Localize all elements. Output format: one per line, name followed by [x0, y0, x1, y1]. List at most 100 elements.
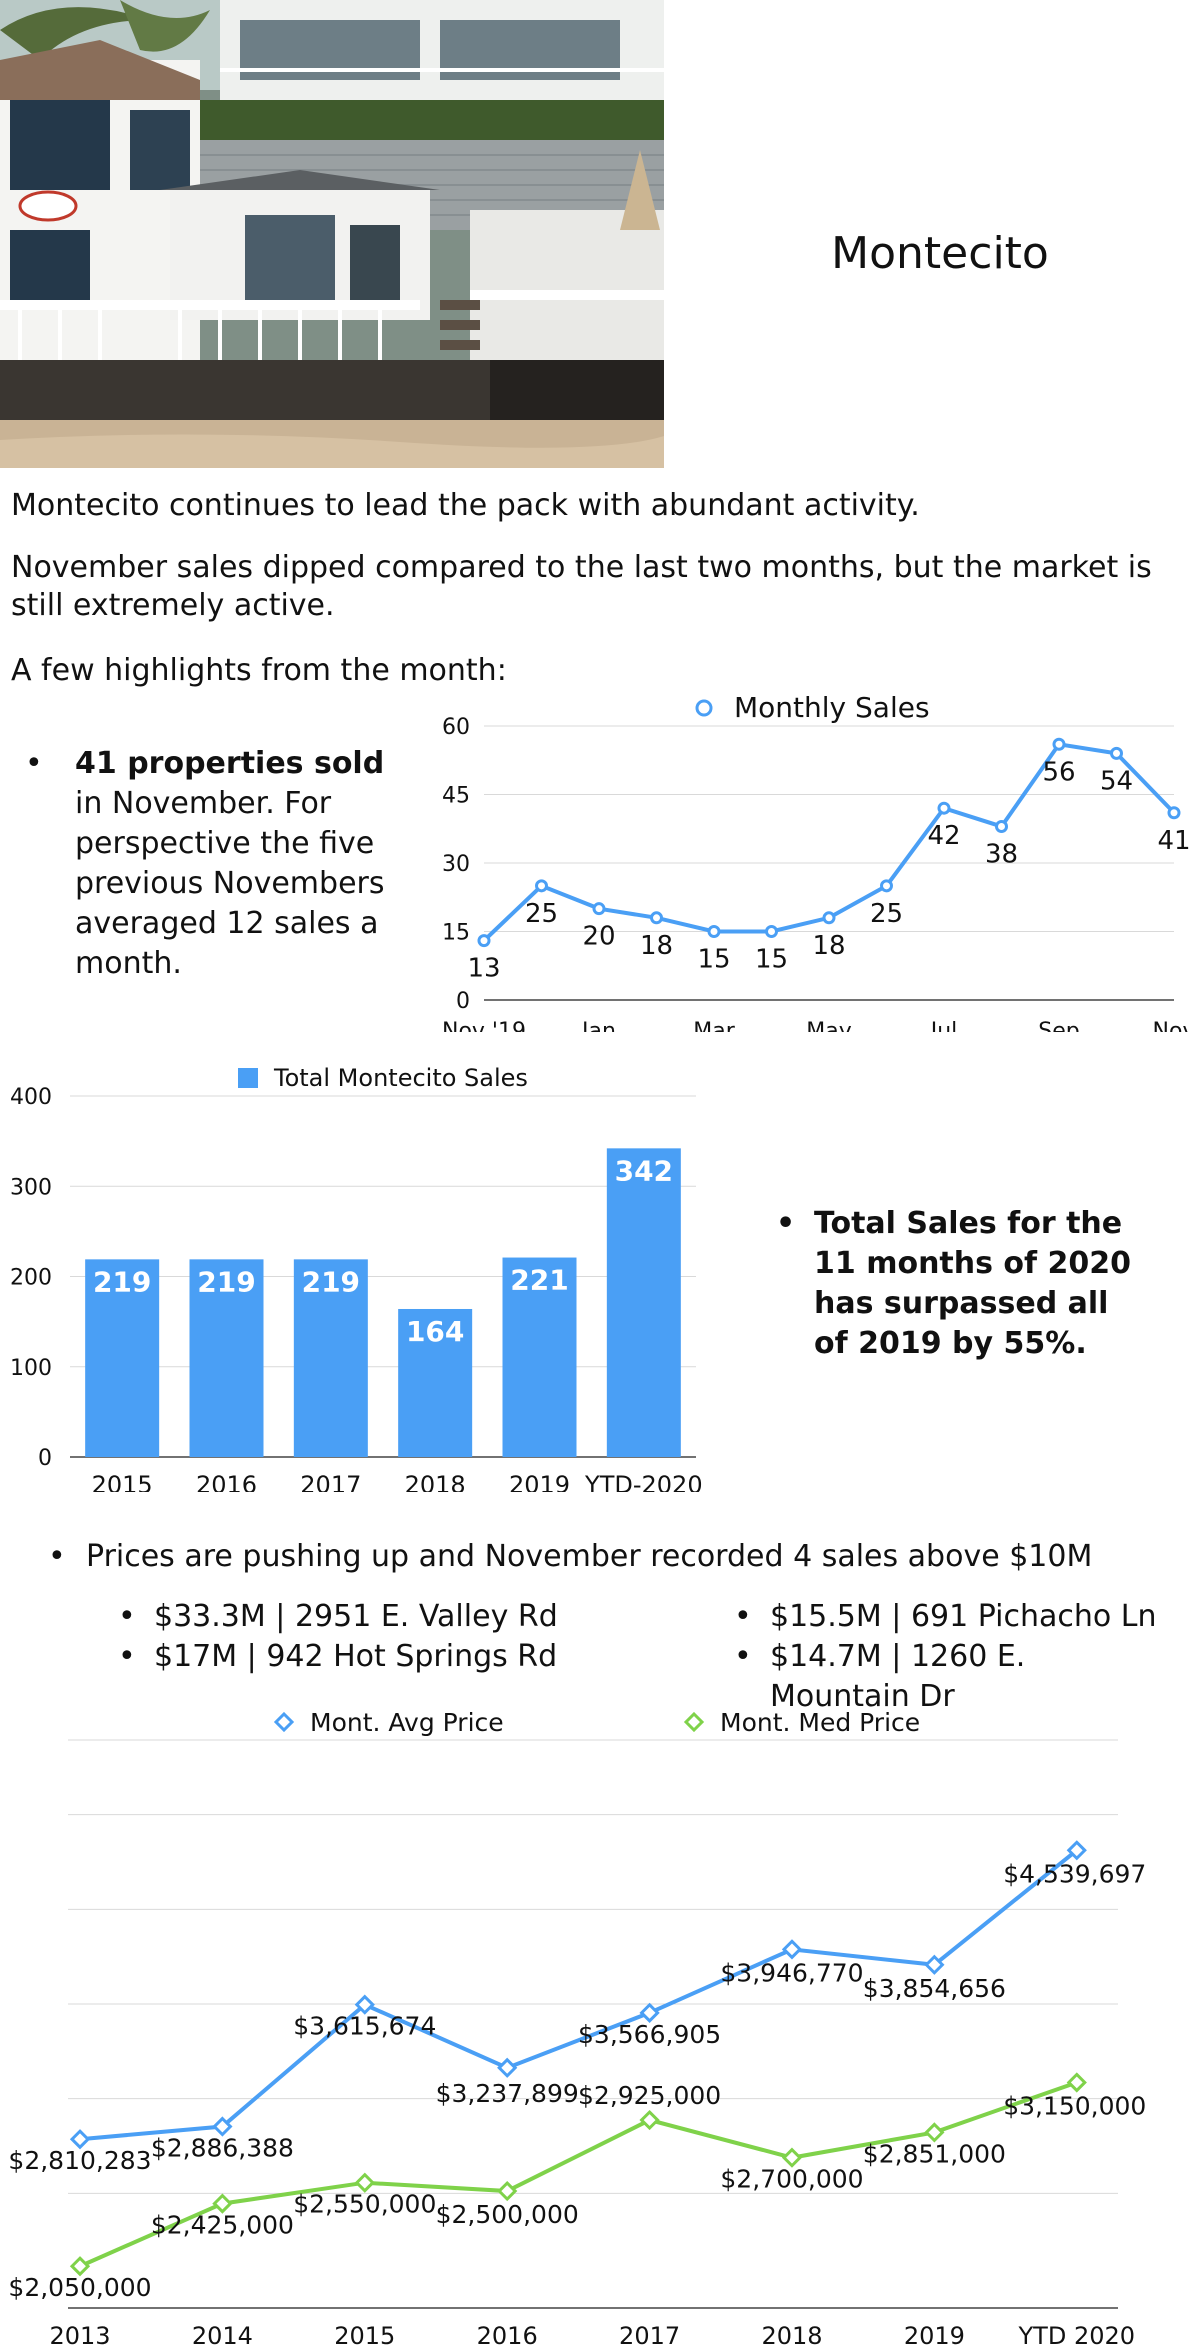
bullet-dot: • [776, 1206, 796, 1241]
data-label: 18 [812, 931, 845, 961]
bar-value-label: 164 [406, 1315, 464, 1348]
data-label: $3,854,656 [863, 1974, 1006, 2003]
data-point [354, 2172, 375, 2193]
bar [502, 1257, 577, 1457]
data-point [781, 2147, 803, 2168]
bullet-dot: • [118, 1639, 136, 1674]
data-point [1167, 806, 1181, 820]
data-point [1066, 1840, 1087, 1861]
data-label: 20 [582, 922, 615, 952]
bullet-dot: • [734, 1639, 752, 1674]
y-tick-label: 15 [442, 921, 470, 946]
data-label: $3,566,905 [578, 2020, 721, 2049]
x-tick-label: Jan [580, 1019, 616, 1032]
data-point [707, 925, 721, 938]
legend-label: Mont. Med Price [720, 1708, 920, 1737]
data-point [477, 934, 491, 948]
data-point [69, 2256, 91, 2277]
highlight-sales-bold: 41 properties sold [75, 746, 385, 781]
data-point [650, 911, 663, 925]
data-point [1066, 2072, 1087, 2093]
data-point [592, 902, 606, 916]
legend-label: Total Montecito Sales [273, 1064, 528, 1092]
legend-marker [683, 1711, 705, 1733]
legend-marker [238, 1068, 258, 1088]
data-label: $3,946,770 [720, 1958, 863, 1987]
data-label: $2,925,000 [578, 2081, 721, 2110]
beach-house-photo [0, 0, 664, 468]
price-trend-chart: Mont. Avg Price Mont. Med Price $2,810,283… [8, 1708, 1146, 2350]
data-label: 42 [927, 821, 960, 851]
data-label: $3,615,674 [293, 2012, 436, 2041]
data-label: $3,237,899 [436, 2079, 579, 2108]
x-tick-label: Mar [693, 1019, 735, 1032]
y-tick-label: 100 [10, 1356, 52, 1381]
data-label: 15 [697, 945, 730, 975]
highlight-sales-rest: in November. For perspective the five pr… [75, 786, 385, 981]
data-label: $2,700,000 [720, 2165, 863, 2194]
y-tick-label: 400 [10, 1085, 52, 1110]
legend-label: Mont. Avg Price [310, 1708, 504, 1737]
data-label: $2,550,000 [293, 2190, 436, 2219]
page-title: Montecito [831, 228, 1049, 279]
y-tick-label: 45 [442, 784, 470, 809]
data-point [69, 2129, 91, 2150]
data-point [1052, 737, 1066, 751]
sale-item-text: $17M | 942 Hot Springs Rd [154, 1639, 558, 1674]
bullet-dot: • [118, 1599, 136, 1634]
data-point [937, 801, 951, 815]
data-label: 41 [1157, 826, 1190, 856]
prices-lead-text: Prices are pushing up and November recor… [86, 1539, 1093, 1574]
total-sales-chart: 0 100 200 300 400 Total Montecito Sales 219 201… [10, 1064, 703, 1492]
bar-value-label: 221 [510, 1264, 568, 1297]
bullet-dot: • [48, 1539, 66, 1574]
x-tick-label: 2016 [477, 2322, 538, 2350]
x-tick-label: 2018 [761, 2322, 822, 2350]
bar-value-label: 219 [197, 1265, 255, 1298]
data-point [639, 2002, 660, 2023]
bar [606, 1148, 681, 1457]
bullet-dot: • [25, 746, 43, 781]
intro-paragraph-2: November sales dipped compared to the la… [11, 550, 1152, 623]
data-label: 56 [1042, 757, 1075, 787]
legend-label: Monthly Sales [734, 691, 930, 724]
x-tick-label: 2017 [300, 1471, 361, 1492]
data-label: $2,886,388 [151, 2134, 294, 2163]
x-tick-label: 2014 [192, 2322, 253, 2350]
data-point [639, 2109, 660, 2131]
bar [398, 1308, 473, 1457]
sale-item-text: $14.7M | 1260 E. Mountain Dr [770, 1639, 1026, 1714]
y-tick-label: 0 [456, 989, 470, 1014]
monthly-sales-chart: 0 15 30 45 60 Monthly Sales 13 25 20 18 15 15 18 25 42… [442, 691, 1190, 1032]
data-label: $2,050,000 [8, 2273, 151, 2302]
sale-item-text: $33.3M | 2951 E. Valley Rd [154, 1599, 558, 1634]
bar [189, 1259, 264, 1457]
sale-item-text: $15.5M | 691 Pichacho Ln [770, 1599, 1157, 1634]
data-point [995, 819, 1008, 833]
x-tick-label: Nov [1153, 1019, 1190, 1032]
bar-value-label: 342 [615, 1154, 673, 1187]
y-tick-label: 200 [10, 1266, 52, 1291]
x-tick-label: 2018 [405, 1471, 466, 1492]
data-point [497, 2057, 518, 2078]
bullet-dot: • [734, 1599, 752, 1634]
data-label: 54 [1100, 766, 1133, 796]
data-label: 13 [467, 954, 500, 984]
data-point [535, 879, 548, 893]
x-tick-label: YTD 2020 [1018, 2322, 1136, 2350]
intro-paragraph-3: A few highlights from the month: [11, 653, 507, 688]
data-point [354, 1994, 375, 2015]
data-label: 38 [985, 839, 1018, 869]
data-label: $2,425,000 [151, 2211, 294, 2240]
legend-marker [695, 699, 713, 717]
data-point [880, 879, 893, 893]
y-tick-label: 30 [442, 852, 470, 877]
y-tick-label: 0 [38, 1446, 52, 1471]
x-tick-label: May [806, 1019, 851, 1032]
series-line [79, 1848, 1079, 2142]
bar [293, 1259, 368, 1457]
data-label: $2,500,000 [436, 2200, 579, 2229]
highlight-total-text: Total Sales for the 11 months of 2020 ha… [814, 1206, 1132, 1361]
data-point [822, 911, 836, 925]
x-tick-label: 2019 [509, 1471, 570, 1492]
